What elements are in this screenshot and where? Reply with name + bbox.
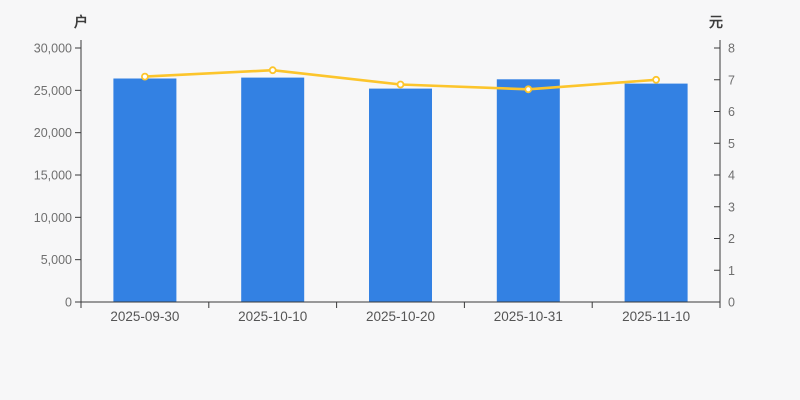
left-axis-tick-label: 10,000 [34,211,72,225]
right-axis-tick-label: 4 [728,169,735,183]
right-axis-unit-label: 元 [709,14,723,30]
left-axis-unit-label: 户 [74,14,88,30]
right-axis-tick-label: 3 [728,200,735,214]
right-axis-tick-label: 6 [728,105,735,119]
right-axis-tick-label: 0 [728,296,735,310]
left-axis-tick-label: 20,000 [34,126,72,140]
left-axis-tick-label: 0 [65,296,72,310]
bar-2025-09-30 [113,78,177,302]
line-marker-2025-10-20 [396,80,405,89]
right-axis-tick-label: 2 [728,232,735,246]
right-axis-tick-label: 7 [728,73,735,87]
left-axis-tick-label: 15,000 [34,169,72,183]
x-axis-label: 2025-10-10 [238,309,307,324]
line-marker-2025-11-10 [652,75,660,84]
bar-2025-10-31 [496,79,560,302]
x-axis-label: 2025-09-30 [110,309,179,324]
left-axis-tick-label: 5,000 [41,253,72,267]
right-axis-tick-label: 5 [728,137,735,151]
left-axis-tick-label: 30,000 [34,42,72,56]
right-axis-tick-label: 1 [728,264,735,278]
x-axis-label: 2025-11-10 [622,309,690,324]
x-axis-label: 2025-10-20 [366,309,435,324]
line-marker-2025-09-30 [140,72,149,81]
bar-2025-10-20 [369,88,432,302]
x-axis-label: 2025-10-31 [494,309,563,324]
left-axis-tick-label: 25,000 [34,84,72,98]
bar-2025-11-10 [624,83,688,302]
right-axis-tick-label: 8 [728,42,735,56]
bar-2025-10-10 [241,77,305,302]
line-marker-2025-10-10 [268,66,277,75]
line-marker-2025-10-31 [524,85,533,94]
